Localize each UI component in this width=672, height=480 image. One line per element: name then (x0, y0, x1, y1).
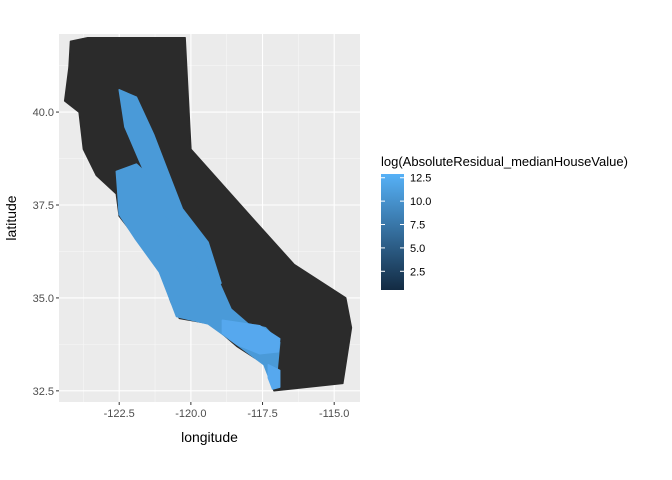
x-tick-label: -122.5 (104, 408, 135, 420)
legend-title: log(AbsoluteResidual_medianHouseValue) (381, 154, 628, 169)
legend-breaks: 12.5 10.0 7.5 5.0 2.5 (381, 173, 431, 278)
y-axis-ticks: 32.5 35.0 37.5 40.0 (33, 107, 59, 398)
legend-break-label: 12.5 (410, 173, 431, 185)
y-tick-label: 40.0 (33, 107, 54, 119)
legend: log(AbsoluteResidual_medianHouseValue) 1… (381, 154, 628, 290)
legend-break-label: 2.5 (410, 266, 425, 278)
legend-break-label: 7.5 (410, 220, 425, 232)
x-tick-label: -117.5 (247, 408, 277, 420)
x-axis-title: longitude (181, 429, 238, 445)
y-tick-label: 35.0 (33, 293, 54, 305)
x-tick-label: -120.0 (175, 408, 206, 420)
region-san-diego (267, 364, 281, 390)
state-map-regions (63, 36, 353, 392)
region-central-valley (118, 89, 222, 288)
legend-colorbar (381, 174, 404, 290)
y-tick-label: 37.5 (33, 200, 54, 212)
region-la-basin (221, 319, 281, 355)
legend-break-label: 10.0 (410, 196, 431, 208)
x-axis-ticks: -122.5 -120.0 -117.5 -115.0 (104, 402, 349, 420)
y-axis-title: latitude (3, 195, 19, 240)
x-tick-label: -115.0 (319, 408, 349, 420)
legend-break-label: 5.0 (410, 243, 425, 255)
y-tick-label: 32.5 (33, 386, 54, 398)
